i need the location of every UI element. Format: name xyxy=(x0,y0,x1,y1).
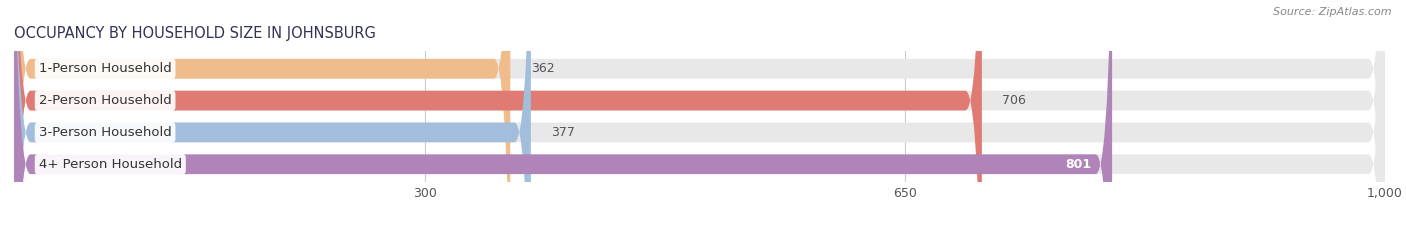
FancyBboxPatch shape xyxy=(14,0,531,233)
Text: Source: ZipAtlas.com: Source: ZipAtlas.com xyxy=(1274,7,1392,17)
Text: 1-Person Household: 1-Person Household xyxy=(39,62,172,75)
FancyBboxPatch shape xyxy=(14,0,1385,233)
Text: 362: 362 xyxy=(531,62,554,75)
Text: OCCUPANCY BY HOUSEHOLD SIZE IN JOHNSBURG: OCCUPANCY BY HOUSEHOLD SIZE IN JOHNSBURG xyxy=(14,26,375,41)
Text: 2-Person Household: 2-Person Household xyxy=(39,94,172,107)
Text: 3-Person Household: 3-Person Household xyxy=(39,126,172,139)
Text: 377: 377 xyxy=(551,126,575,139)
FancyBboxPatch shape xyxy=(14,0,981,233)
FancyBboxPatch shape xyxy=(14,0,510,233)
Text: 4+ Person Household: 4+ Person Household xyxy=(39,158,181,171)
FancyBboxPatch shape xyxy=(14,0,1112,233)
FancyBboxPatch shape xyxy=(14,0,1385,233)
FancyBboxPatch shape xyxy=(14,0,1385,233)
Text: 801: 801 xyxy=(1066,158,1091,171)
Text: 706: 706 xyxy=(1002,94,1026,107)
FancyBboxPatch shape xyxy=(14,0,1385,233)
